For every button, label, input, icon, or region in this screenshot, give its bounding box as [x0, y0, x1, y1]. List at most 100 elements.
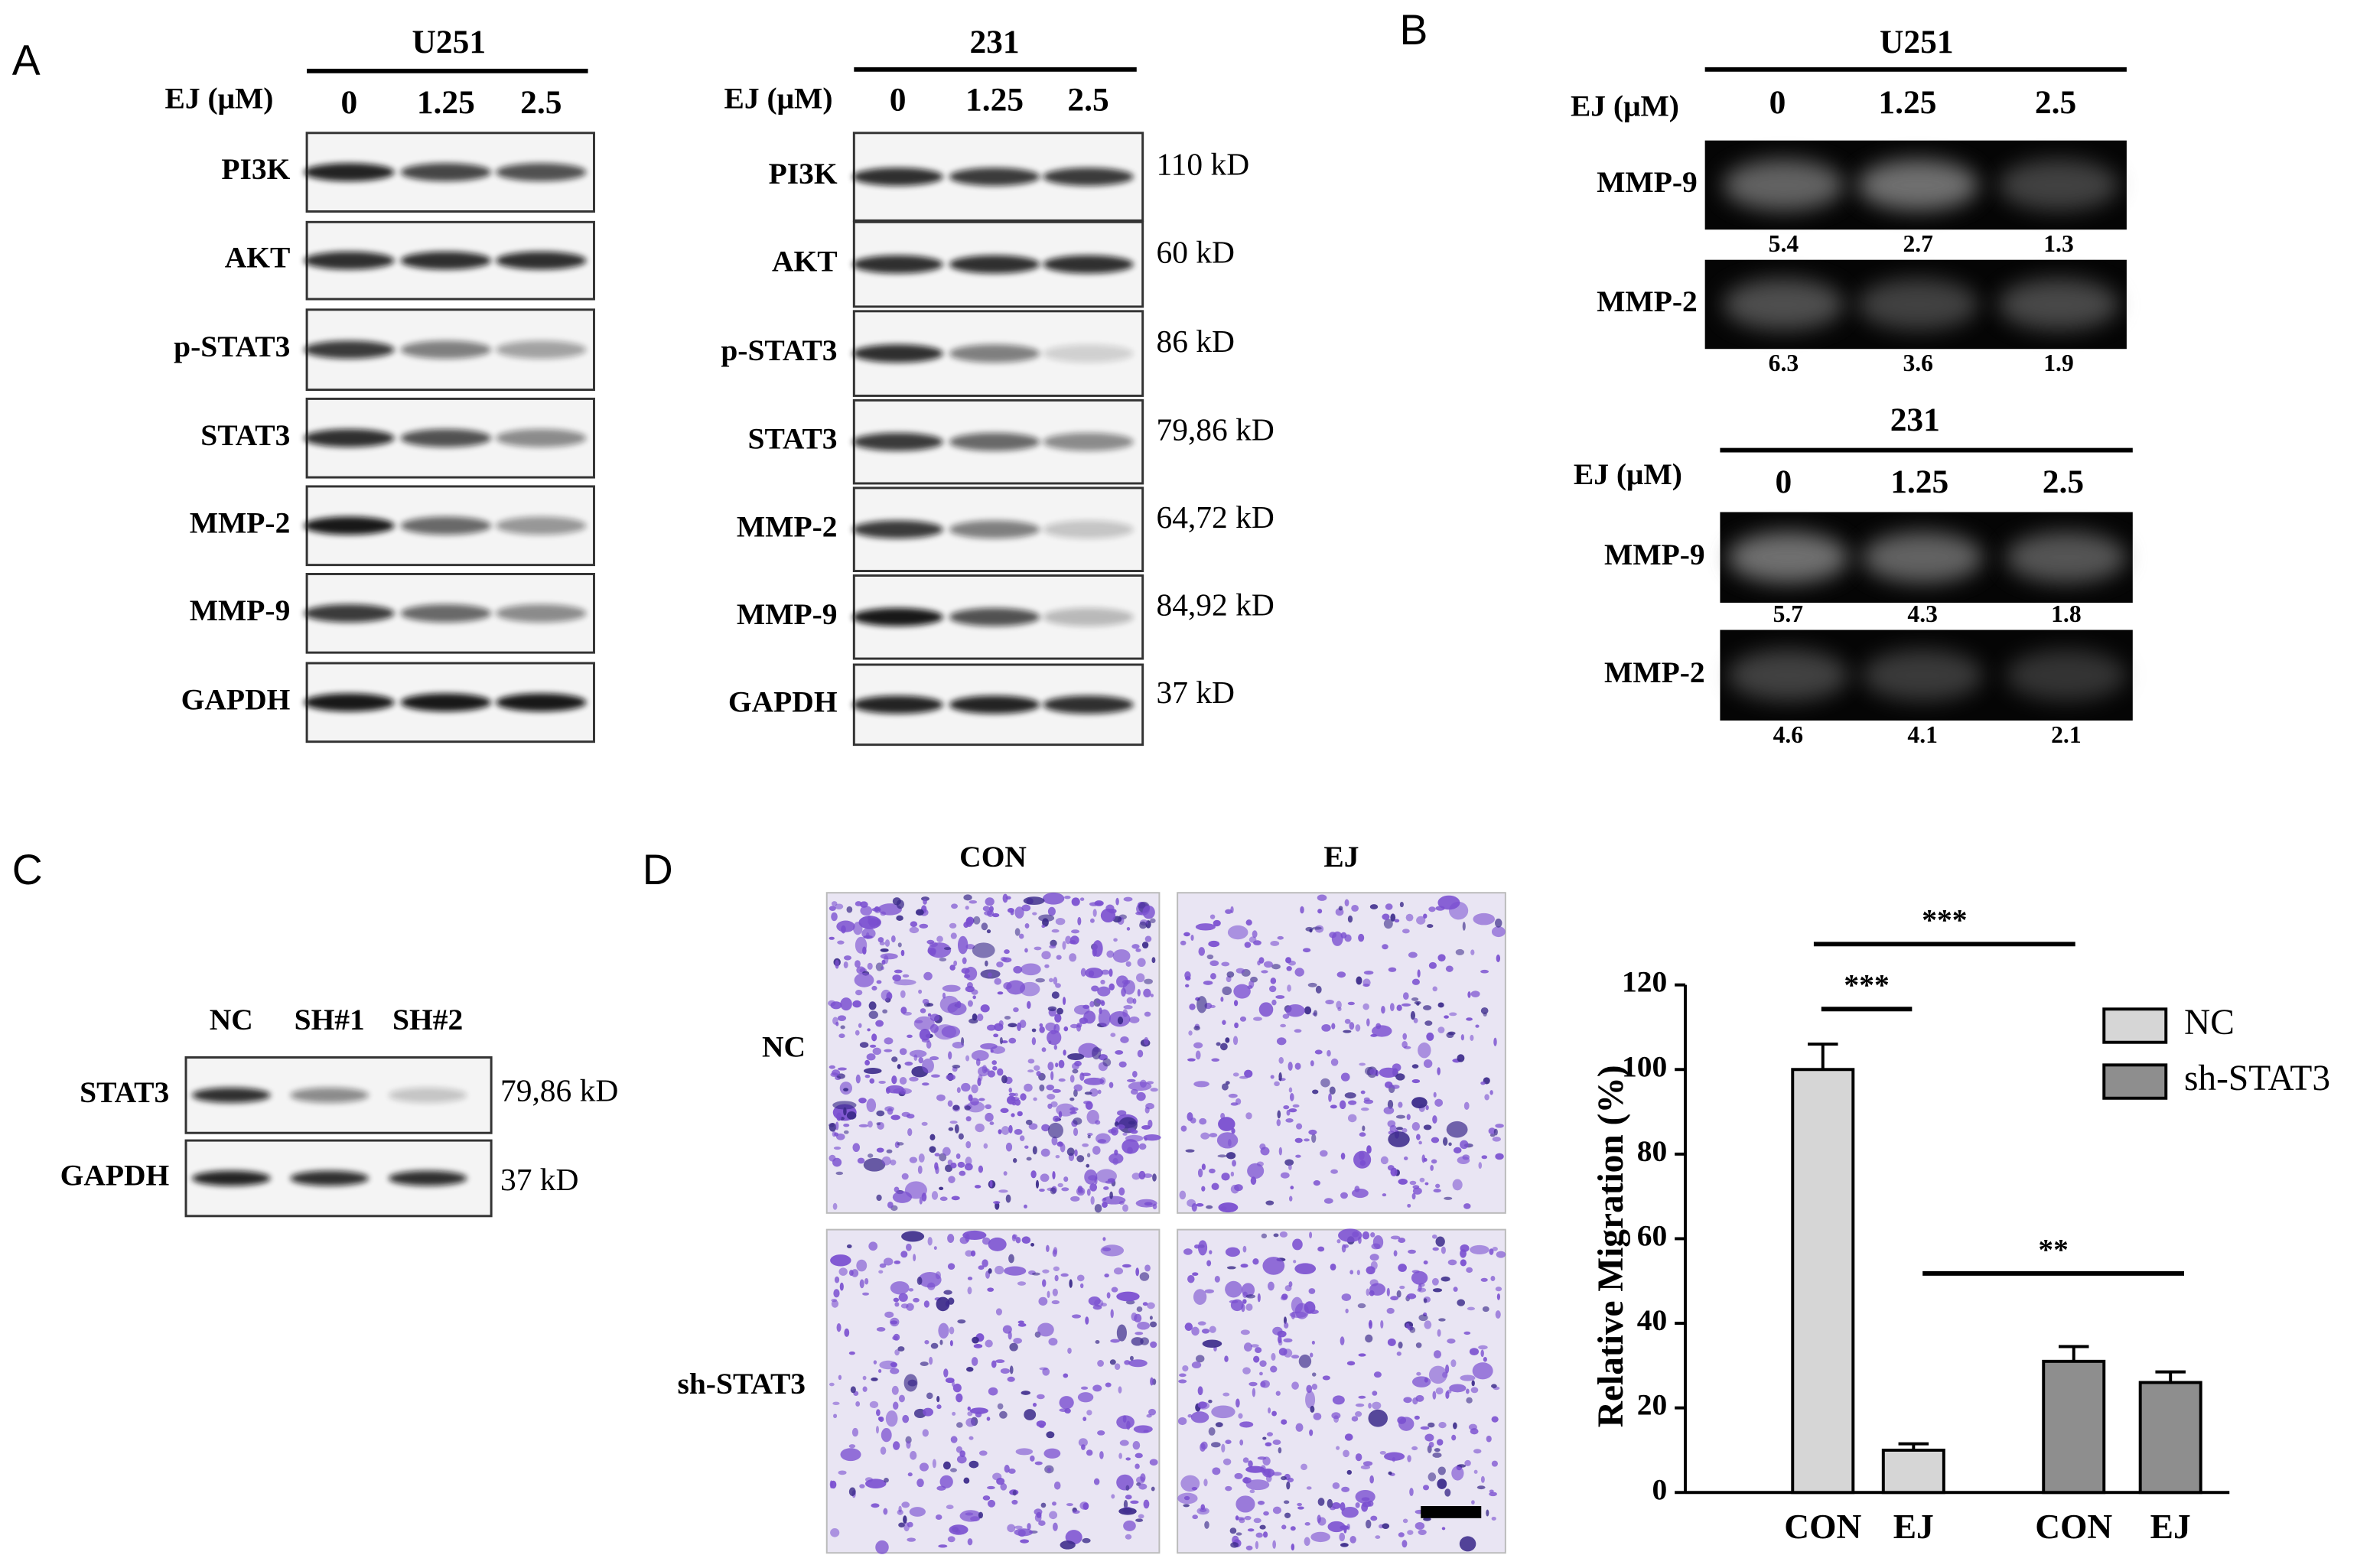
cell — [1253, 1355, 1260, 1363]
cell — [1252, 1387, 1256, 1397]
cell — [1148, 1408, 1157, 1416]
cell — [1446, 1032, 1454, 1039]
cell — [1117, 1017, 1124, 1025]
cell — [883, 1508, 888, 1515]
cell — [961, 1082, 971, 1092]
cell — [904, 1061, 913, 1066]
cell — [1406, 1293, 1417, 1300]
cell — [1466, 1397, 1473, 1404]
cell — [1127, 1147, 1133, 1154]
cell — [1085, 1101, 1093, 1110]
cell — [1086, 1153, 1091, 1158]
cell — [1300, 906, 1304, 914]
cell — [987, 1485, 995, 1490]
band-quantity: 5.4 — [1769, 230, 1799, 257]
cell — [1047, 1290, 1050, 1299]
cell — [934, 1153, 940, 1156]
cell — [1116, 1474, 1134, 1491]
column-label: CON — [959, 840, 1027, 873]
cell — [1255, 1540, 1259, 1550]
cell — [1066, 1503, 1073, 1507]
cell — [1412, 1187, 1422, 1195]
cell — [890, 1114, 900, 1121]
cell — [1437, 1002, 1444, 1008]
lane-label: NC — [210, 1003, 253, 1036]
cell — [855, 989, 863, 996]
cell — [1491, 1516, 1496, 1521]
cell — [1401, 1540, 1408, 1548]
cell — [1404, 1156, 1408, 1160]
cell — [943, 947, 952, 951]
cell — [1280, 1023, 1287, 1028]
cell — [1135, 973, 1145, 983]
cell — [1466, 1017, 1473, 1021]
cell — [1452, 1179, 1463, 1191]
blot-band — [949, 168, 1040, 186]
cell — [1406, 1114, 1411, 1121]
cell — [1008, 1023, 1017, 1028]
cell — [1396, 1351, 1401, 1356]
cell — [1242, 1477, 1252, 1484]
cell — [1462, 922, 1466, 931]
cell — [1370, 1231, 1375, 1238]
cell — [1060, 1540, 1076, 1550]
cell — [1209, 1004, 1216, 1008]
cell — [1427, 924, 1434, 929]
cell — [1197, 1401, 1207, 1409]
cell — [1294, 1137, 1303, 1143]
cell — [848, 1444, 856, 1449]
cell — [858, 1124, 869, 1127]
cell — [970, 1098, 979, 1106]
cell — [1328, 1093, 1332, 1102]
cell — [873, 1360, 877, 1365]
cell — [1042, 892, 1065, 905]
cell — [1105, 1382, 1112, 1387]
cell — [1489, 1248, 1494, 1255]
cell — [1201, 1329, 1210, 1334]
cell — [1017, 1320, 1024, 1324]
cell — [1213, 919, 1221, 927]
cell — [957, 1319, 966, 1324]
cell — [1076, 1274, 1085, 1282]
protein-label: p-STAT3 — [721, 333, 837, 367]
cell — [1073, 1127, 1079, 1137]
cell — [967, 1411, 973, 1417]
cell — [948, 1051, 952, 1060]
cell — [835, 1171, 844, 1176]
molecular-weight: 64,72 kD — [1156, 499, 1274, 535]
cell — [1314, 1049, 1323, 1055]
cell — [1095, 1169, 1117, 1183]
cell — [1038, 1520, 1046, 1527]
blot-band — [304, 603, 395, 623]
cell — [1295, 1154, 1301, 1158]
cell — [1472, 1362, 1493, 1380]
cell — [897, 1142, 904, 1146]
protein-label: PI3K — [221, 152, 290, 186]
dose: 2.5 — [520, 84, 562, 121]
cell — [867, 962, 873, 970]
cell — [1417, 1287, 1427, 1293]
cell — [1131, 1337, 1144, 1346]
blot-band — [1043, 168, 1134, 186]
cell — [1242, 1299, 1247, 1304]
cell — [1291, 1355, 1300, 1359]
cell — [1473, 912, 1496, 926]
cell — [988, 1237, 1007, 1251]
cell — [1128, 1016, 1140, 1023]
cell — [1313, 1010, 1318, 1017]
cell — [1433, 1350, 1442, 1359]
cell — [1190, 1411, 1209, 1423]
cell — [1208, 1427, 1216, 1436]
cell — [1437, 1329, 1441, 1337]
cell — [1196, 996, 1207, 1013]
cell — [951, 1196, 960, 1201]
cell — [1242, 1367, 1251, 1374]
cell — [859, 1279, 864, 1289]
blot-band — [400, 163, 492, 181]
cell — [1073, 1004, 1090, 1015]
cell — [1339, 1532, 1346, 1542]
cell — [1036, 1394, 1045, 1400]
cell — [1418, 1042, 1431, 1059]
cell — [1283, 1316, 1287, 1325]
